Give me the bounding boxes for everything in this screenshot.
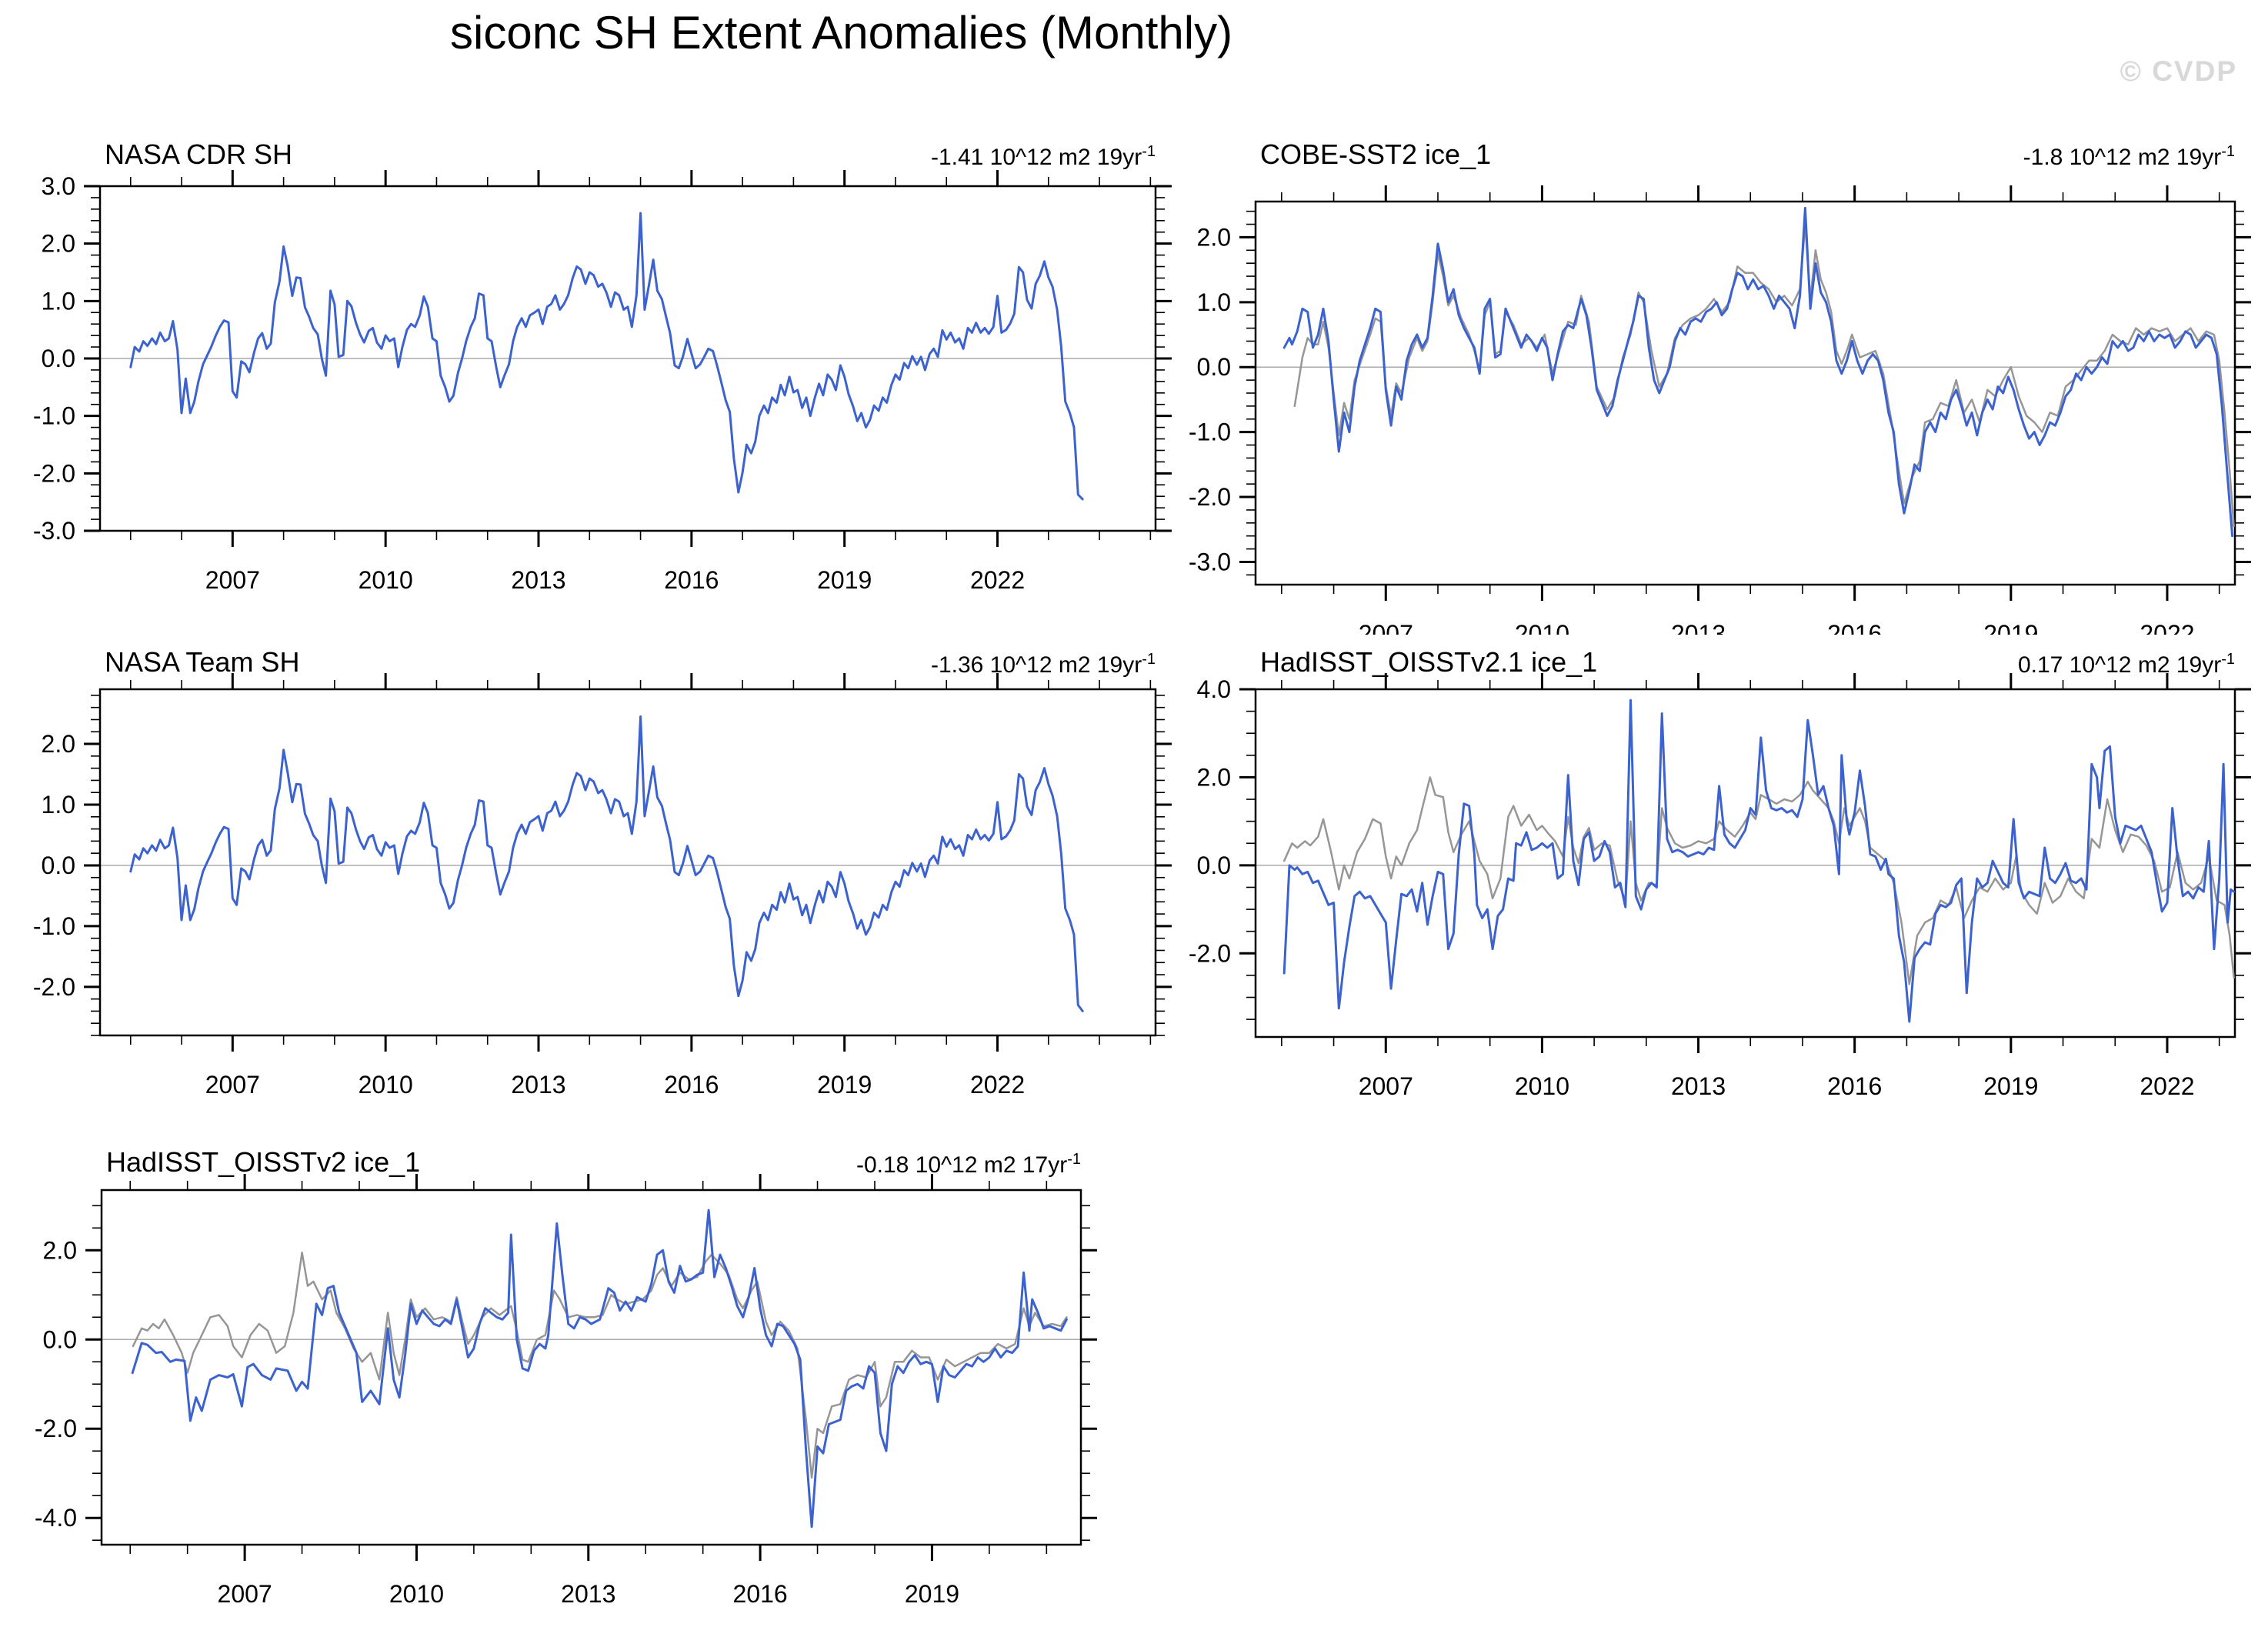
page-title: siconc SH Extent Anomalies (Monthly) <box>450 7 1233 58</box>
svg-text:2.0: 2.0 <box>1197 223 1231 251</box>
svg-text:-2.0: -2.0 <box>1189 939 1231 967</box>
svg-text:2019: 2019 <box>1983 620 2038 635</box>
svg-text:-2.0: -2.0 <box>33 973 75 1001</box>
svg-text:2019: 2019 <box>817 1071 872 1099</box>
svg-text:2010: 2010 <box>389 1580 444 1608</box>
series-primary <box>129 715 1084 1012</box>
svg-text:2.0: 2.0 <box>43 1236 77 1264</box>
svg-text:-3.0: -3.0 <box>1189 548 1231 575</box>
svg-text:0.0: 0.0 <box>42 852 75 879</box>
svg-text:2016: 2016 <box>664 566 719 594</box>
svg-text:2.0: 2.0 <box>42 230 75 258</box>
svg-text:1.0: 1.0 <box>42 287 75 315</box>
svg-text:3.0: 3.0 <box>42 172 75 200</box>
panel-title: HadISST_OISSTv2 ice_1 <box>106 1146 421 1178</box>
svg-text:2016: 2016 <box>733 1580 788 1608</box>
svg-text:0.0: 0.0 <box>42 345 75 372</box>
series-reference <box>132 1251 1068 1479</box>
svg-text:2007: 2007 <box>1359 620 1413 635</box>
plot-area: 2007 2010 2013 2016 2019 -4.0 -2.0 0.0 2.0 <box>35 1174 1097 1608</box>
series-primary <box>131 1209 1068 1529</box>
svg-text:2.0: 2.0 <box>1197 763 1231 791</box>
svg-text:2013: 2013 <box>1671 620 1726 635</box>
panel-nasa-team-sh: NASA Team SH -1.36 10^12 m2 19yr-1 2007 2… <box>31 638 1200 1119</box>
svg-text:2013: 2013 <box>561 1580 615 1608</box>
svg-text:-2.0: -2.0 <box>33 459 75 487</box>
svg-text:-3.0: -3.0 <box>33 517 75 545</box>
svg-text:2016: 2016 <box>1827 1072 1882 1100</box>
svg-text:2016: 2016 <box>664 1071 719 1099</box>
svg-text:-2.0: -2.0 <box>1189 483 1231 511</box>
svg-text:2019: 2019 <box>1983 1072 2038 1100</box>
plot-area: 2007 2010 2013 2016 2019 2022 -2.0 -1.0 0.0 1.0 2.… <box>33 673 1172 1099</box>
trend-annotation: -1.8 10^12 m2 19yr-1 <box>2023 143 2235 170</box>
svg-text:0.0: 0.0 <box>43 1325 77 1353</box>
svg-text:2010: 2010 <box>1515 1072 1569 1100</box>
svg-text:1.0: 1.0 <box>42 791 75 819</box>
svg-text:2010: 2010 <box>1515 620 1569 635</box>
svg-text:-1.0: -1.0 <box>33 912 75 940</box>
svg-text:2010: 2010 <box>359 566 413 594</box>
svg-text:2022: 2022 <box>970 566 1025 594</box>
trend-annotation: -0.18 10^12 m2 17yr-1 <box>856 1151 1081 1178</box>
panel-title: COBE-SST2 ice_1 <box>1260 138 1492 170</box>
svg-text:-1.0: -1.0 <box>1189 418 1231 446</box>
series-reference <box>1293 223 2235 528</box>
svg-text:2019: 2019 <box>817 566 872 594</box>
svg-text:-2.0: -2.0 <box>35 1415 77 1442</box>
svg-text:2022: 2022 <box>2140 620 2194 635</box>
series-primary <box>1282 206 2234 538</box>
svg-text:2007: 2007 <box>205 1071 260 1099</box>
plot-area: 2007 2010 2013 2016 2019 2022 -2.0 0.0 2.0 4.0 <box>1189 673 2251 1100</box>
svg-text:-1.0: -1.0 <box>33 402 75 430</box>
svg-text:-4.0: -4.0 <box>35 1504 77 1532</box>
panel-title: NASA CDR SH <box>105 138 293 170</box>
series-primary <box>129 212 1084 501</box>
svg-text:4.0: 4.0 <box>1197 675 1231 703</box>
svg-text:2007: 2007 <box>218 1580 272 1608</box>
svg-text:0.0: 0.0 <box>1197 852 1231 879</box>
panel-nasa-cdr-sh: NASA CDR SH -1.41 10^12 m2 19yr-1 2007 20… <box>31 131 1200 619</box>
series-reference <box>1282 776 2235 985</box>
cvdp-watermark: © CVDP <box>2120 55 2237 87</box>
svg-text:2016: 2016 <box>1827 620 1882 635</box>
svg-text:1.0: 1.0 <box>1197 288 1231 316</box>
panel-cobe-sst2: COBE-SST2 ice_1 -1.8 10^12 m2 19yr-1 200… <box>1189 131 2268 635</box>
svg-text:2022: 2022 <box>970 1071 1025 1099</box>
svg-text:2013: 2013 <box>511 1071 565 1099</box>
svg-text:2013: 2013 <box>1671 1072 1726 1100</box>
trend-annotation: -1.41 10^12 m2 19yr-1 <box>930 143 1156 170</box>
panel-hadisst-oisstv2: HadISST_OISSTv2 ice_1 -0.18 10^12 m2 17y… <box>31 1139 1200 1627</box>
panel-title: HadISST_OISSTv2.1 ice_1 <box>1260 646 1598 678</box>
svg-text:2010: 2010 <box>359 1071 413 1099</box>
svg-text:0.0: 0.0 <box>1197 353 1231 381</box>
svg-text:2007: 2007 <box>205 566 260 594</box>
series-primary <box>1282 698 2236 1023</box>
panel-hadisst-oisstv21: HadISST_OISSTv2.1 ice_1 0.17 10^12 m2 19… <box>1189 638 2268 1158</box>
svg-text:2019: 2019 <box>905 1580 959 1608</box>
plot-area: 2007 2010 2013 2016 2019 2022 -3.0 -2.0 -1.0 0.0 1… <box>1189 185 2251 635</box>
svg-text:2007: 2007 <box>1359 1072 1413 1100</box>
svg-text:2.0: 2.0 <box>42 730 75 758</box>
svg-text:2013: 2013 <box>511 566 565 594</box>
trend-annotation: -1.36 10^12 m2 19yr-1 <box>930 651 1156 678</box>
svg-text:2022: 2022 <box>2140 1072 2194 1100</box>
panel-title: NASA Team SH <box>105 646 300 678</box>
trend-annotation: 0.17 10^12 m2 19yr-1 <box>2017 651 2235 678</box>
plot-area: 2007 2010 2013 2016 2019 2022 -3.0 -2.0 -1.0 0.0 1… <box>33 170 1172 594</box>
